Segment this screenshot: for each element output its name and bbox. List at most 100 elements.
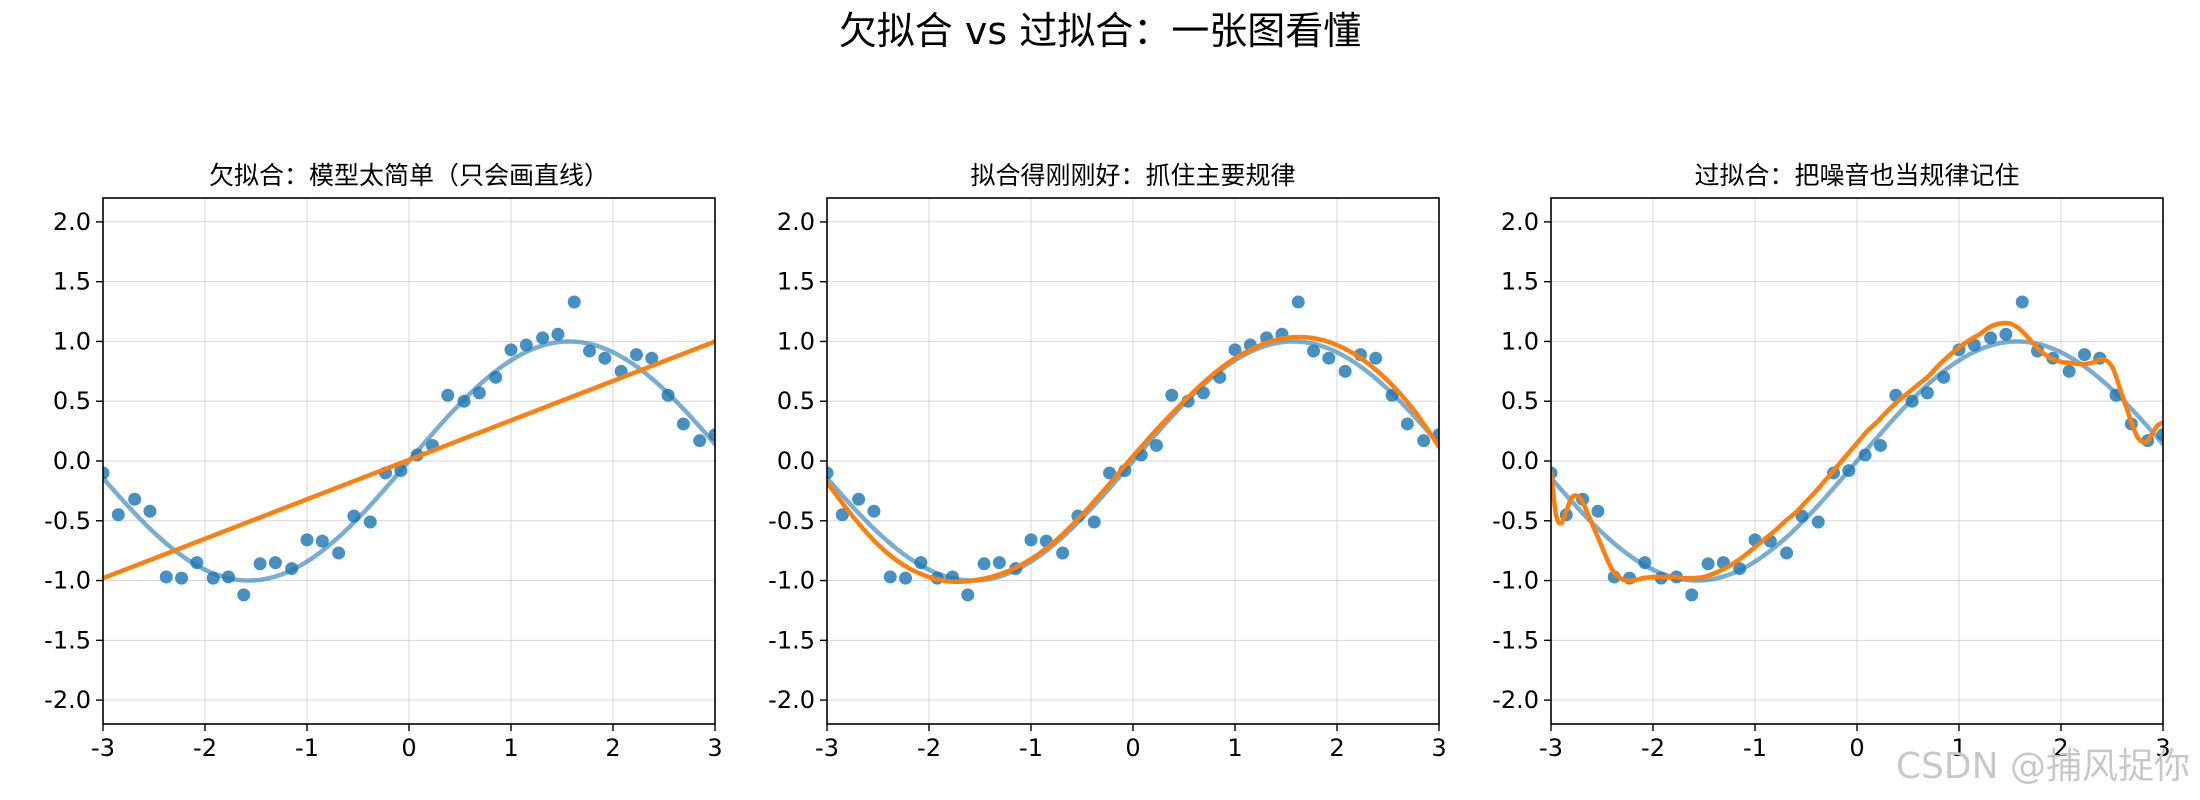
data-point bbox=[1811, 515, 1825, 529]
data-point bbox=[1196, 386, 1210, 400]
data-point bbox=[1999, 327, 2013, 341]
x-tick-label: 1 bbox=[1227, 734, 1242, 762]
y-tick-label: 1.0 bbox=[1501, 327, 1539, 355]
data-point bbox=[315, 534, 329, 548]
grid bbox=[102, 198, 716, 724]
data-point bbox=[914, 556, 928, 570]
y-tick-label: 1.0 bbox=[53, 327, 91, 355]
data-point bbox=[676, 417, 690, 431]
data-point bbox=[1228, 343, 1242, 357]
x-tick-label: -2 bbox=[1641, 734, 1665, 762]
fit-curve-line bbox=[103, 339, 715, 581]
data-point bbox=[1842, 464, 1856, 478]
data-point bbox=[472, 386, 486, 400]
data-point bbox=[221, 570, 235, 584]
x-tick-label: 1 bbox=[503, 734, 518, 762]
x-tick-label: 2 bbox=[2053, 734, 2068, 762]
data-point bbox=[583, 344, 597, 358]
data-point bbox=[1873, 438, 1887, 452]
true-curve-line bbox=[827, 339, 1439, 583]
panel-2: 拟合得刚刚好：抓住主要规律 -3 -2 -1 0 1 2 3 2.0 1.5 1.0 0.5 0.0 -0… bbox=[768, 161, 1446, 762]
data-point bbox=[1024, 533, 1038, 547]
data-point bbox=[253, 557, 267, 571]
plot-area bbox=[1551, 295, 2163, 602]
x-tick-label: 3 bbox=[1431, 734, 1446, 762]
y-tick-label: -1.0 bbox=[44, 567, 91, 595]
data-point bbox=[143, 504, 157, 518]
y-tick-label: 2.0 bbox=[777, 208, 815, 236]
panels: 欠拟合：模型太简单（只会画直线） -3 -2 -1 0 1 2 3 2.0 1.5 1.0 0.5 0.… bbox=[44, 161, 2170, 762]
data-point bbox=[128, 492, 142, 506]
x-tick-label: 0 bbox=[1125, 734, 1140, 762]
y-tick-label: 2.0 bbox=[53, 208, 91, 236]
y-tick-label: 1.5 bbox=[53, 268, 91, 296]
watermark: CSDN @捕风捉你 bbox=[1896, 746, 2190, 787]
y-tick-label: -0.5 bbox=[1492, 507, 1539, 535]
y-tick-label: 0.0 bbox=[53, 447, 91, 475]
data-point bbox=[441, 388, 455, 402]
panel-1: 欠拟合：模型太简单（只会画直线） -3 -2 -1 0 1 2 3 2.0 1.5 1.0 0.5 0.… bbox=[44, 161, 722, 762]
data-point bbox=[536, 331, 550, 345]
y-tick-label: -0.5 bbox=[44, 507, 91, 535]
data-point bbox=[883, 570, 897, 584]
x-tick-label: -2 bbox=[193, 734, 217, 762]
data-point bbox=[1417, 434, 1431, 448]
data-point bbox=[300, 533, 314, 547]
x-tick-label: 1 bbox=[1951, 734, 1966, 762]
data-point bbox=[332, 546, 346, 560]
data-point bbox=[1165, 388, 1179, 402]
data-point bbox=[1858, 448, 1872, 462]
figure-title: 欠拟合 vs 过拟合：一张图看懂 bbox=[839, 9, 1361, 53]
data-point bbox=[551, 327, 565, 341]
x-tick-label: 0 bbox=[401, 734, 416, 762]
data-point bbox=[2062, 364, 2076, 378]
data-point bbox=[1307, 344, 1321, 358]
panel-title: 欠拟合：模型太简单（只会画直线） bbox=[209, 161, 609, 190]
data-point bbox=[598, 351, 612, 365]
data-point bbox=[159, 570, 173, 584]
data-point bbox=[1937, 370, 1951, 384]
data-point bbox=[1056, 546, 1070, 560]
data-point bbox=[394, 464, 408, 478]
data-point bbox=[899, 571, 913, 585]
data-point bbox=[285, 562, 299, 576]
true-curve-line bbox=[1551, 339, 2163, 583]
fit-curve-line bbox=[827, 334, 1439, 585]
y-tick-label: -1.5 bbox=[768, 626, 815, 654]
panel-title: 过拟合：把噪音也当规律记住 bbox=[1694, 161, 2019, 190]
y-tick-label: -1.0 bbox=[768, 567, 815, 595]
data-point bbox=[519, 338, 533, 352]
data-point bbox=[977, 557, 991, 571]
data-point bbox=[2156, 428, 2163, 442]
data-point bbox=[489, 370, 503, 384]
x-tick-label: 2 bbox=[605, 734, 620, 762]
y-tick-label: 1.5 bbox=[777, 268, 815, 296]
data-point bbox=[835, 508, 849, 522]
data-point bbox=[1087, 515, 1101, 529]
data-point bbox=[457, 394, 471, 408]
data-point bbox=[1780, 546, 1794, 560]
data-point bbox=[1369, 351, 1383, 365]
x-tick-label: 2 bbox=[1329, 734, 1344, 762]
data-point bbox=[645, 351, 659, 365]
y-tick-label: -2.0 bbox=[44, 686, 91, 714]
data-point bbox=[268, 556, 282, 570]
x-tick-label: 0 bbox=[1849, 734, 1864, 762]
axes-frame bbox=[826, 197, 1440, 725]
y-tick-label: -1.0 bbox=[1492, 567, 1539, 595]
data-point bbox=[1149, 438, 1163, 452]
data-point bbox=[693, 434, 707, 448]
y-tick-label: -2.0 bbox=[1492, 686, 1539, 714]
data-point bbox=[347, 509, 361, 523]
data-point bbox=[852, 492, 866, 506]
data-point bbox=[1385, 388, 1399, 402]
data-point bbox=[2077, 348, 2091, 362]
data-point bbox=[175, 571, 189, 585]
data-point bbox=[111, 508, 125, 522]
data-point bbox=[2015, 295, 2029, 309]
data-point bbox=[1905, 394, 1919, 408]
y-tick-label: 2.0 bbox=[1501, 208, 1539, 236]
y-tick-label: -0.5 bbox=[768, 507, 815, 535]
data-point bbox=[629, 348, 643, 362]
